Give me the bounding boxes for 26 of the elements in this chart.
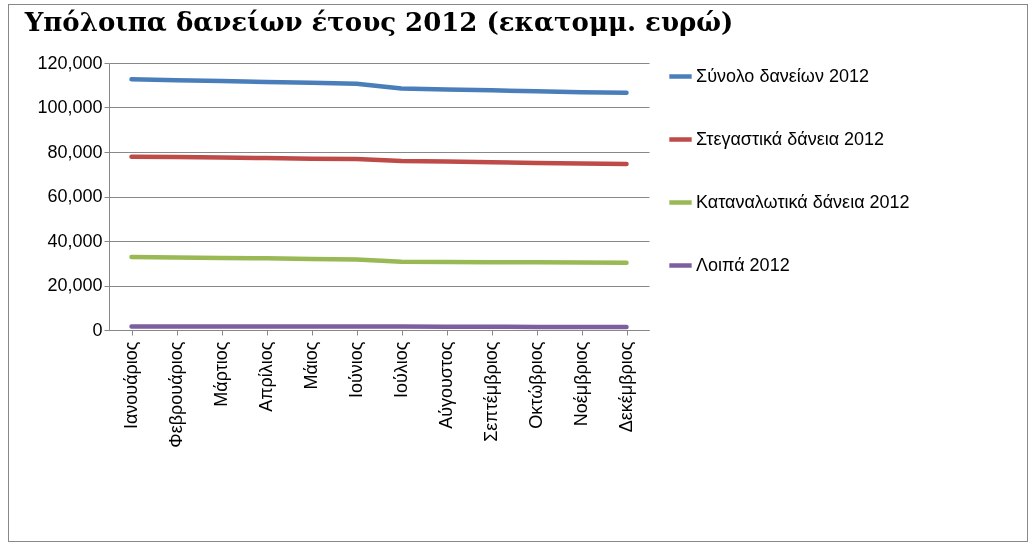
x-tick-label: Οκτώβριος [526, 341, 546, 429]
legend-label: Σύνολο δανείων 2012 [696, 65, 869, 86]
x-tick-label: Ιούλιος [391, 341, 411, 399]
x-tick-label: Δεκέμβριος [616, 341, 636, 433]
line-series [129, 154, 629, 167]
y-tick-label: 120,000 [37, 52, 103, 73]
y-tick-label: 20,000 [47, 275, 103, 295]
x-tick-label: Ιανουάριος [121, 341, 141, 430]
x-tick-label: Απρίλιος [256, 341, 276, 412]
x-tick-label: Μάρτιος [211, 341, 231, 407]
x-tick-label: Αύγουστος [436, 341, 456, 429]
x-tick-label: Φεβρουάριος [166, 341, 186, 448]
x-tick-label: Σεπτέμβριος [481, 341, 501, 442]
legend-label: Καταναλωτικά δάνεια 2012 [696, 191, 910, 212]
y-tick-label: 60,000 [47, 186, 103, 206]
x-tick-label: Μάιος [301, 341, 321, 390]
legend-label: Λοιπά 2012 [696, 254, 790, 275]
y-tick-label: 100,000 [37, 97, 103, 117]
x-tick-label: Νοέμβριος [571, 341, 591, 427]
line-series [129, 76, 629, 96]
x-tick-label: Ιούνιος [346, 341, 366, 399]
y-tick-label: 0 [92, 319, 103, 340]
y-tick-label: 40,000 [47, 230, 103, 251]
y-tick-label: 80,000 [47, 141, 103, 162]
chart-title: Υπόλοιπα δανείων έτους 2012 (εκατομμ. ευρώ) [23, 7, 734, 37]
legend-label: Στεγαστικά δάνεια 2012 [696, 128, 885, 149]
